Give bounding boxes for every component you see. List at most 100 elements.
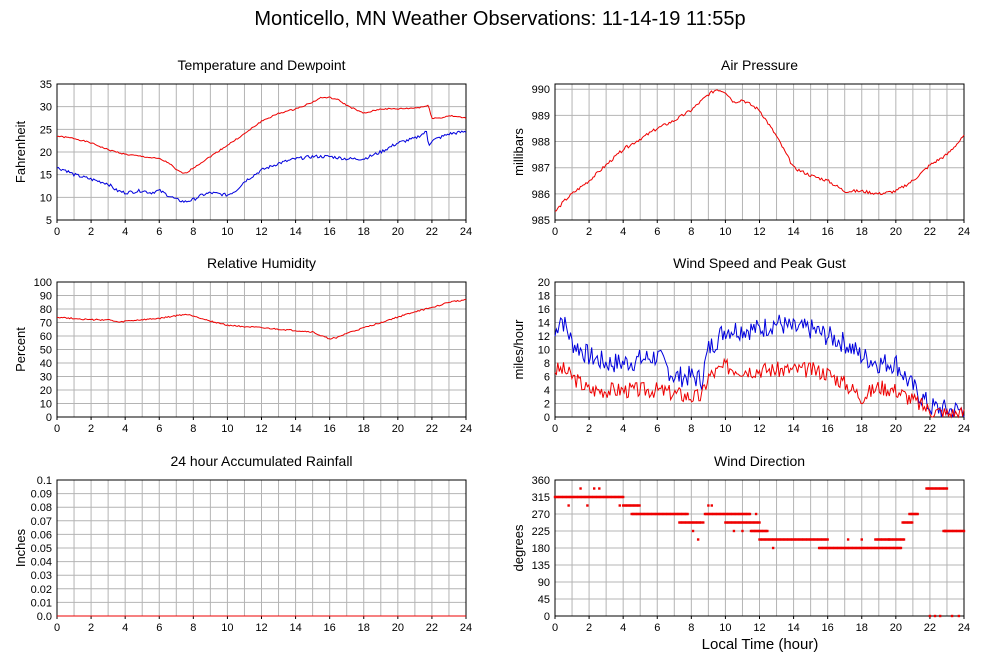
- wind_direction-point: [881, 538, 884, 541]
- wind_direction-point: [635, 512, 639, 516]
- wind_direction-point: [621, 504, 625, 507]
- wind_direction-point: [941, 487, 945, 490]
- wind_direction-point: [567, 504, 570, 507]
- wind_direction-point: [810, 538, 813, 541]
- wind_direction-point: [721, 512, 724, 516]
- wind_direction-point: [950, 614, 954, 618]
- temperature-x-tick-label: 12: [255, 226, 267, 238]
- wind_direction-point: [908, 521, 911, 524]
- wind_direction-point: [587, 495, 591, 499]
- wind_direction-point: [638, 504, 641, 507]
- temperature-x-tick-label: 4: [122, 226, 128, 238]
- wind_direction-point: [640, 512, 643, 516]
- wind_direction-point: [733, 512, 737, 516]
- wind_direction-point: [804, 538, 808, 541]
- wind_direction-x-tick-label: 20: [890, 622, 902, 634]
- wind_direction-point: [812, 538, 816, 541]
- wind_direction-point: [777, 538, 780, 541]
- wind_direction-point: [910, 521, 914, 524]
- rainfall-y-tick-label: 0.01: [31, 597, 52, 609]
- wind_direction-point: [862, 546, 866, 550]
- wind_direction-point: [667, 512, 670, 516]
- wind_direction-point: [736, 521, 739, 524]
- wind_direction-point: [771, 538, 775, 541]
- wind_direction-point: [820, 546, 824, 550]
- wind_direction-point: [801, 538, 805, 541]
- wind_speed-y-tick-label: 4: [544, 385, 550, 397]
- wind_direction-point: [685, 512, 688, 516]
- wind_speed-series-red: [554, 357, 965, 419]
- humidity-y-axis-label: Percent: [13, 327, 28, 372]
- wind_direction-point: [912, 512, 915, 516]
- humidity-y-tick-label: 70: [40, 318, 52, 330]
- humidity-y-tick-label: 20: [40, 385, 52, 397]
- wind_direction-point: [803, 538, 806, 541]
- wind_direction-point: [665, 512, 669, 516]
- humidity-y-tick-label: 40: [40, 358, 52, 370]
- wind_direction-point: [893, 538, 896, 541]
- wind_direction-point: [901, 521, 904, 524]
- wind_direction-point: [766, 538, 769, 541]
- wind_direction-point: [795, 538, 798, 541]
- wind_direction-x-tick-label: 0: [552, 622, 558, 634]
- wind_direction-point: [594, 495, 598, 499]
- wind_direction-point: [613, 495, 617, 499]
- humidity-y-tick-label: 80: [40, 304, 52, 316]
- wind_direction-point: [887, 538, 891, 541]
- wind_direction-point: [954, 529, 958, 533]
- wind_direction-x-tick-label: 2: [586, 622, 592, 634]
- rainfall-y-tick-label: 0.06: [31, 529, 52, 541]
- wind_direction-point: [731, 521, 734, 524]
- wind_direction-point: [849, 546, 852, 550]
- wind_direction-point: [650, 512, 654, 516]
- wind_direction-point: [652, 512, 655, 516]
- wind_direction-point: [883, 538, 887, 541]
- wind_direction-point: [707, 504, 710, 507]
- wind_direction-point: [876, 546, 879, 550]
- wind_direction-point: [646, 512, 650, 516]
- wind_direction-point: [728, 521, 731, 524]
- wind_direction-point: [619, 495, 622, 499]
- wind_direction-point: [750, 521, 753, 524]
- wind_direction-point: [879, 538, 883, 541]
- pressure-x-tick-label: 16: [822, 226, 834, 238]
- wind_direction-point: [679, 512, 682, 516]
- wind_direction-point: [756, 529, 759, 533]
- wind_direction-point: [770, 538, 773, 541]
- wind_direction-point: [823, 546, 826, 550]
- wind_direction-point: [944, 529, 947, 533]
- wind_direction-point: [737, 521, 741, 524]
- wind_direction-point: [928, 614, 932, 618]
- wind_speed-x-tick-label: 2: [586, 423, 592, 435]
- wind_direction-point: [755, 529, 758, 533]
- wind_speed-x-tick-label: 18: [856, 423, 868, 435]
- wind_direction-point: [726, 512, 730, 516]
- wind_direction-point: [648, 512, 651, 516]
- pressure-x-tick-label: 12: [753, 226, 765, 238]
- humidity-x-tick-label: 2: [88, 423, 94, 435]
- wind_direction-point: [769, 538, 772, 541]
- wind_direction-point: [850, 546, 854, 550]
- wind_direction-point: [612, 495, 615, 499]
- pressure-y-tick-label: 990: [532, 84, 550, 96]
- wind_direction-point: [660, 512, 663, 516]
- wind_direction-point: [598, 495, 602, 499]
- wind_direction-point: [926, 487, 930, 490]
- wind_direction-point: [782, 538, 786, 541]
- wind_direction-point: [706, 512, 709, 516]
- wind_direction-point: [737, 512, 741, 516]
- wind_direction-point: [678, 521, 681, 524]
- wind_direction-point: [838, 546, 841, 550]
- wind_direction-point: [900, 538, 903, 541]
- wind_direction-point: [636, 504, 640, 507]
- wind_direction-point: [766, 529, 769, 533]
- wind_direction-point: [563, 495, 566, 499]
- temperature-y-axis-label: Fahrenheit: [13, 121, 28, 184]
- wind_direction-point: [785, 538, 788, 541]
- wind_direction-point: [717, 512, 720, 516]
- wind_direction-point: [938, 614, 942, 618]
- wind_direction-point: [626, 504, 629, 507]
